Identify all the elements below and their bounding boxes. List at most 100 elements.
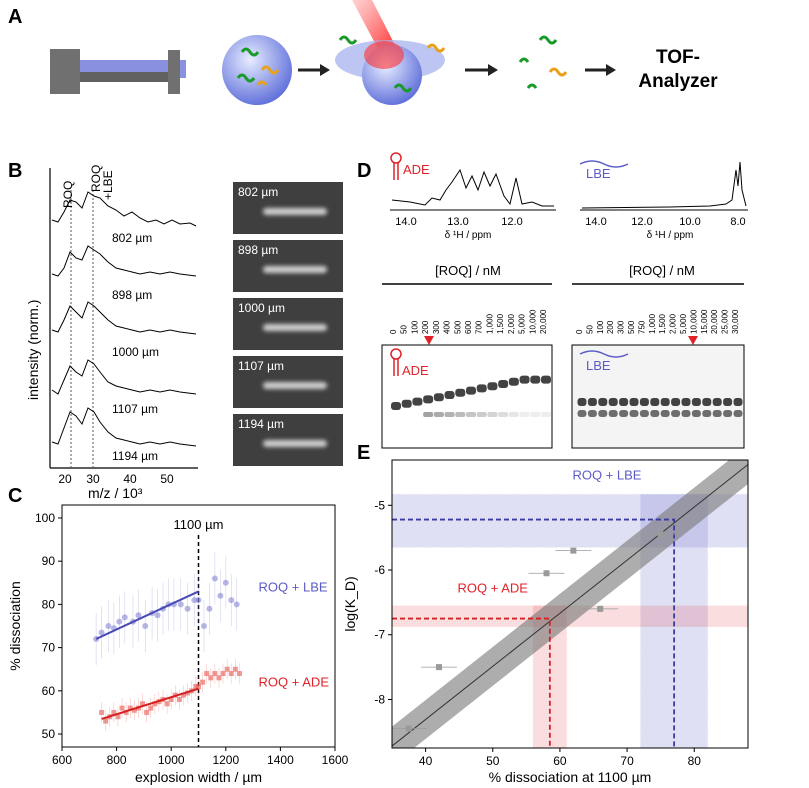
trace-label: 1107 µm: [112, 402, 158, 416]
y-tick-label: -5: [374, 498, 385, 512]
x-tick-label: 1600: [322, 753, 349, 767]
data-point: [220, 671, 226, 677]
data-point: [204, 671, 210, 677]
y-tick-label: 60: [42, 684, 56, 698]
series-label: ROQ + LBE: [259, 579, 328, 594]
gel-band: [587, 410, 597, 417]
x-tick-label: 60: [553, 754, 567, 768]
gel-band: [423, 412, 434, 417]
y-tick-label: 50: [42, 727, 56, 741]
gel-label-lbe: LBE: [586, 358, 611, 373]
data-point: [142, 623, 149, 629]
data-point: [200, 679, 206, 685]
x-axis-label: explosion width / µm: [135, 769, 262, 785]
gel-band: [702, 410, 712, 417]
gel-lane-label: 50: [585, 325, 594, 334]
data-point: [180, 692, 186, 698]
gel-band: [476, 384, 487, 393]
droplet-icon: [222, 35, 292, 105]
trace-label: 1194 µm: [112, 449, 158, 463]
gel-lane-label: 25,000: [721, 309, 730, 334]
gel-band: [733, 410, 743, 417]
gel-lane-label: 0: [389, 329, 398, 334]
panel-b-spectra: 20 30 40 50 50 ROQ ROQ +LBE 802 µm 898 µ…: [25, 165, 198, 486]
plot-frame: [391, 459, 749, 749]
explosion-image: 1000 µm: [233, 298, 343, 350]
gel-band: [598, 410, 608, 417]
gel-title-left: [ROQ] / nM: [435, 263, 501, 278]
data-point: [211, 575, 218, 582]
data-point: [233, 601, 240, 608]
gel-band: [455, 388, 466, 397]
data-point: [135, 612, 142, 619]
gel-lane-label: 5,000: [679, 313, 688, 334]
gel-band: [660, 398, 670, 406]
data-point: [236, 671, 242, 677]
arrow-icon: [465, 64, 498, 76]
y-tick-label: 90: [42, 554, 56, 568]
svg-text:8.0: 8.0: [730, 216, 745, 228]
peak-label-roq-lbe-2: +LBE: [101, 170, 115, 200]
gel-band: [681, 410, 691, 417]
data-point: [105, 623, 112, 629]
ade-guide: [392, 617, 551, 748]
series-label: ROQ + LBE: [572, 467, 641, 482]
lbe-wave-icon: [579, 160, 629, 168]
gel-band: [423, 395, 434, 404]
data-point: [152, 701, 158, 707]
gel-band: [629, 398, 639, 406]
gel-lane-label: 200: [421, 320, 430, 334]
fit-line: [101, 687, 199, 720]
y-tick-label: 100: [35, 511, 55, 525]
gel-band: [608, 410, 618, 417]
gel-lane-label: 100: [596, 320, 605, 334]
data-point: [195, 597, 202, 604]
x-tick-label: 1200: [212, 753, 239, 767]
gel-lane-label: 200: [606, 320, 615, 334]
data-point: [99, 709, 105, 715]
data-point: [168, 696, 174, 702]
y-tick-label: -8: [374, 692, 385, 706]
gel-band: [487, 382, 498, 391]
gel-band: [650, 410, 660, 417]
data-point: [436, 664, 443, 671]
gel-band: [530, 375, 541, 384]
gel-lane-label: 100: [410, 320, 419, 334]
gel-band: [541, 375, 551, 384]
fragments-icon: [518, 35, 568, 89]
gel-band: [466, 386, 476, 395]
data-point: [116, 618, 123, 625]
x-tick-label: 70: [620, 754, 634, 768]
explosion-image: 898 µm: [233, 240, 343, 292]
data-point: [657, 531, 664, 538]
gel-band: [498, 380, 509, 388]
data-point: [164, 701, 170, 707]
b-xtick: 50: [160, 472, 174, 486]
data-point: [570, 547, 577, 554]
gel-band: [691, 410, 701, 417]
capillary-icon: [50, 49, 186, 94]
gel-band: [476, 412, 487, 417]
gel-band: [671, 398, 681, 406]
data-point: [193, 684, 199, 689]
panel-label-a: A: [8, 6, 23, 28]
panel-label-d: D: [357, 160, 372, 182]
trace-label: 898 µm: [112, 288, 152, 302]
gel-band: [671, 410, 681, 417]
gel-band: [619, 410, 629, 417]
peak-label-roq-lbe-1: ROQ: [89, 165, 103, 192]
data-point: [224, 666, 230, 672]
data-point: [228, 597, 235, 604]
gel-lane-label: 30,000: [731, 309, 740, 334]
gel-lane-label: 300: [617, 320, 626, 334]
laser-explosion-icon: [335, 0, 446, 105]
gel-band: [487, 412, 498, 417]
gel-lane-label: 2,000: [507, 313, 516, 334]
data-point: [148, 705, 154, 711]
tof-analyzer-label: TOF- Analyzer: [638, 47, 718, 92]
data-point: [228, 671, 234, 677]
gel-lane-label: 750: [637, 320, 646, 334]
plot-area: [392, 460, 748, 748]
gel-band: [723, 410, 733, 417]
data-point: [217, 592, 224, 599]
